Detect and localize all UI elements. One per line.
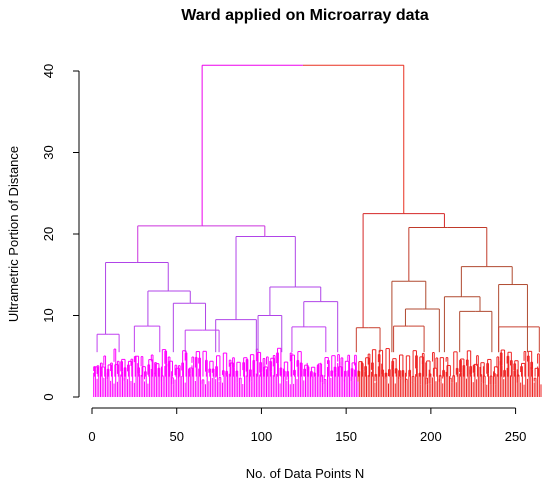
x-tick-label: 100	[251, 429, 273, 444]
x-tick-label: 150	[335, 429, 357, 444]
dendrogram-merges	[96, 64, 540, 353]
y-tick-label: 10	[41, 308, 56, 322]
x-axis-label: No. of Data Points N	[246, 466, 365, 481]
y-tick-label: 20	[41, 227, 56, 241]
dendrogram-leaves	[93, 347, 542, 397]
x-tick-label: 250	[505, 429, 527, 444]
axes	[73, 70, 517, 414]
x-tick-label: 200	[420, 429, 442, 444]
x-tick-label: 0	[88, 429, 95, 444]
x-tick-label: 50	[169, 429, 183, 444]
chart-title: Ward applied on Microarray data	[181, 7, 429, 24]
tick-labels: 0 50 100 150 200 250 0 10 20 30 40	[41, 64, 526, 444]
y-tick-label: 0	[41, 393, 56, 400]
y-axis-label: Ultrametric Portion of Distance	[6, 146, 21, 322]
y-tick-label: 40	[41, 64, 56, 78]
y-tick-label: 30	[41, 145, 56, 159]
